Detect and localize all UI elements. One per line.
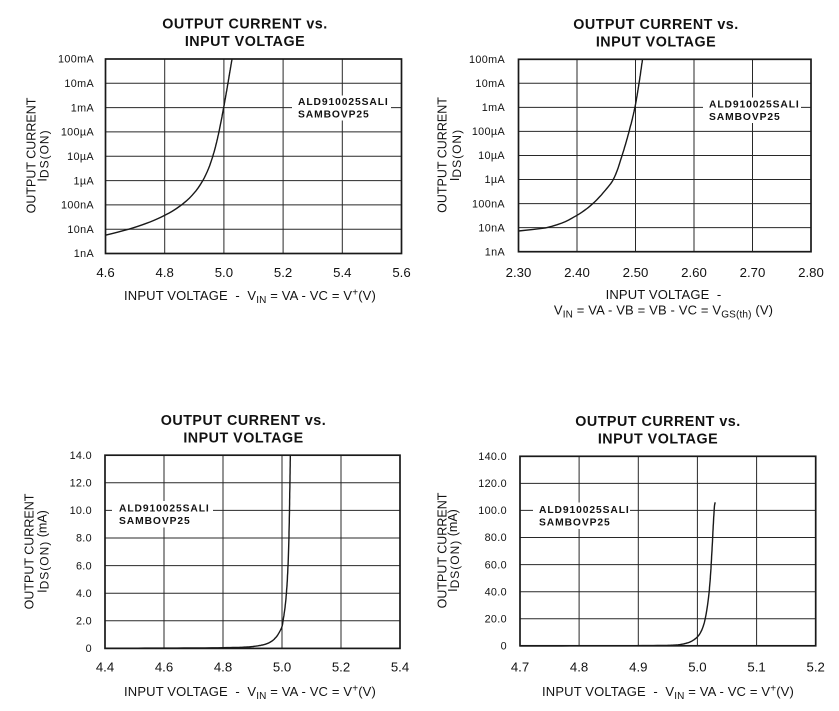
- svg-text:4.6: 4.6: [155, 660, 173, 675]
- svg-text:20.0: 20.0: [485, 613, 507, 625]
- svg-text:IDS(ON) (mA): IDS(ON) (mA): [446, 509, 462, 592]
- svg-text:1nA: 1nA: [485, 246, 506, 258]
- svg-text:2.30: 2.30: [506, 265, 532, 280]
- svg-text:100mA: 100mA: [469, 54, 505, 66]
- svg-text:5.2: 5.2: [274, 265, 292, 280]
- svg-text:4.9: 4.9: [629, 660, 647, 675]
- svg-text:10µA: 10µA: [478, 150, 505, 162]
- svg-text:0: 0: [86, 643, 92, 655]
- svg-text:1nA: 1nA: [74, 248, 95, 260]
- svg-text:100nA: 100nA: [61, 200, 94, 212]
- svg-text:IDS(ON) (mA): IDS(ON) (mA): [36, 510, 52, 593]
- svg-text:5.6: 5.6: [392, 265, 410, 280]
- svg-text:120.0: 120.0: [478, 478, 507, 490]
- svg-text:OUTPUT CURRENT vs.: OUTPUT CURRENT vs.: [573, 17, 738, 33]
- svg-text:VIN = VA - VB = VB - VC = VGS(: VIN = VA - VB = VB - VC = VGS(th) (V): [554, 303, 773, 321]
- svg-text:IDS(ON): IDS(ON): [448, 129, 464, 181]
- svg-text:OUTPUT CURRENT: OUTPUT CURRENT: [23, 493, 37, 609]
- svg-text:6.0: 6.0: [76, 560, 92, 572]
- svg-text:5.4: 5.4: [391, 660, 409, 675]
- svg-text:4.7: 4.7: [511, 660, 529, 675]
- svg-text:5.4: 5.4: [333, 265, 351, 280]
- svg-text:140.0: 140.0: [478, 451, 507, 463]
- svg-text:INPUT VOLTAGE: INPUT VOLTAGE: [598, 432, 718, 448]
- svg-text:8.0: 8.0: [76, 533, 92, 545]
- svg-text:ALD910025SALI: ALD910025SALI: [539, 505, 630, 516]
- svg-text:OUTPUT CURRENT: OUTPUT CURRENT: [25, 97, 39, 213]
- svg-text:10nA: 10nA: [478, 222, 505, 234]
- svg-text:10.0: 10.0: [70, 505, 92, 517]
- svg-text:100.0: 100.0: [478, 505, 507, 517]
- svg-text:4.8: 4.8: [214, 660, 232, 675]
- svg-text:5.2: 5.2: [807, 660, 825, 675]
- svg-text:100nA: 100nA: [472, 198, 505, 210]
- svg-text:1µA: 1µA: [485, 174, 506, 186]
- svg-text:IDS(ON): IDS(ON): [36, 129, 52, 181]
- svg-text:12.0: 12.0: [70, 478, 92, 490]
- svg-text:INPUT VOLTAGE: INPUT VOLTAGE: [183, 431, 303, 447]
- svg-text:5.2: 5.2: [332, 660, 350, 675]
- svg-text:100mA: 100mA: [58, 54, 94, 66]
- svg-text:4.4: 4.4: [96, 660, 114, 675]
- svg-text:5.0: 5.0: [688, 660, 706, 675]
- svg-text:INPUT VOLTAGE - VIN = VA - V: INPUT VOLTAGE - VIN = VA - VC = V+(V): [542, 684, 794, 702]
- svg-text:INPUT VOLTAGE - VIN = VA - V: INPUT VOLTAGE - VIN = VA - VC = V+(V): [124, 288, 376, 306]
- svg-text:SAMBOVP25: SAMBOVP25: [119, 516, 191, 527]
- svg-text:OUTPUT CURRENT: OUTPUT CURRENT: [435, 97, 449, 213]
- svg-text:ALD910025SALI: ALD910025SALI: [709, 99, 800, 110]
- svg-text:2.40: 2.40: [564, 265, 590, 280]
- svg-text:2.0: 2.0: [76, 616, 92, 628]
- svg-text:4.8: 4.8: [156, 265, 174, 280]
- svg-text:10mA: 10mA: [64, 78, 94, 90]
- svg-text:SAMBOVP25: SAMBOVP25: [709, 112, 781, 123]
- svg-text:4.0: 4.0: [76, 588, 92, 600]
- svg-text:INPUT VOLTAGE: INPUT VOLTAGE: [596, 35, 716, 51]
- svg-text:ALD910025SALI: ALD910025SALI: [119, 504, 210, 515]
- svg-text:1mA: 1mA: [482, 102, 506, 114]
- svg-text:100µA: 100µA: [472, 126, 506, 138]
- svg-text:5.0: 5.0: [273, 660, 291, 675]
- svg-text:INPUT VOLTAGE: INPUT VOLTAGE: [185, 34, 305, 50]
- svg-text:10nA: 10nA: [67, 224, 94, 236]
- svg-text:2.70: 2.70: [740, 265, 766, 280]
- svg-text:ALD910025SALI: ALD910025SALI: [298, 97, 389, 108]
- svg-text:1µA: 1µA: [74, 175, 95, 187]
- svg-text:10mA: 10mA: [475, 78, 505, 90]
- svg-text:INPUT VOLTAGE -: INPUT VOLTAGE -: [606, 287, 722, 302]
- svg-text:2.50: 2.50: [623, 265, 649, 280]
- svg-text:4.8: 4.8: [570, 660, 588, 675]
- svg-text:SAMBOVP25: SAMBOVP25: [539, 518, 611, 529]
- svg-text:100µA: 100µA: [61, 127, 95, 139]
- svg-text:OUTPUT CURRENT: OUTPUT CURRENT: [436, 492, 450, 608]
- svg-text:80.0: 80.0: [485, 532, 507, 544]
- svg-text:5.1: 5.1: [747, 660, 765, 675]
- svg-text:2.60: 2.60: [681, 265, 707, 280]
- svg-text:4.6: 4.6: [96, 265, 114, 280]
- svg-text:5.0: 5.0: [215, 265, 233, 280]
- svg-text:OUTPUT CURRENT vs.: OUTPUT CURRENT vs.: [162, 17, 327, 33]
- svg-text:40.0: 40.0: [485, 586, 507, 598]
- svg-text:INPUT VOLTAGE - VIN = VA - V: INPUT VOLTAGE - VIN = VA - VC = V+(V): [124, 684, 376, 702]
- svg-text:14.0: 14.0: [70, 450, 92, 462]
- svg-text:OUTPUT CURRENT vs.: OUTPUT CURRENT vs.: [161, 413, 326, 429]
- svg-text:0: 0: [501, 641, 507, 653]
- svg-text:60.0: 60.0: [485, 559, 507, 571]
- svg-text:2.80: 2.80: [798, 265, 824, 280]
- svg-text:SAMBOVP25: SAMBOVP25: [298, 110, 370, 121]
- svg-text:OUTPUT CURRENT vs.: OUTPUT CURRENT vs.: [575, 414, 740, 430]
- svg-text:1mA: 1mA: [71, 102, 95, 114]
- svg-text:10µA: 10µA: [67, 151, 94, 163]
